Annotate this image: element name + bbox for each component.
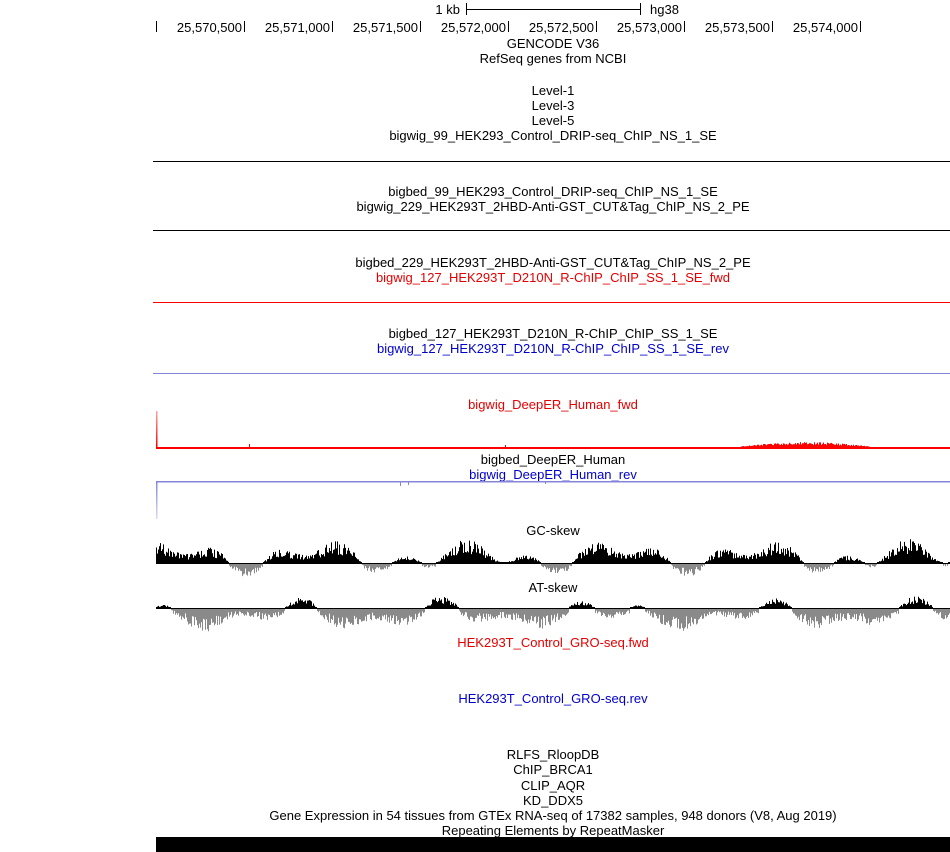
level1-track-label[interactable]: Level-1: [531, 83, 575, 98]
deeper-rev-signal-tick: [545, 482, 546, 484]
deeper-rev-signal-spike: [156, 481, 158, 519]
repeatmasker-track-label[interactable]: Repeating Elements by RepeatMasker: [441, 823, 665, 838]
ruler-tick-label: 25,571,500: [352, 20, 418, 35]
ruler-tick-mark: [772, 21, 773, 32]
ruler-tick-label: 25,574,000: [792, 20, 858, 35]
refseq-track-label[interactable]: RefSeq genes from NCBI: [479, 51, 627, 66]
gtex-track-label[interactable]: Gene Expression in 54 tissues from GTEx …: [269, 808, 837, 823]
deeper-rev-signal-baseline[interactable]: [156, 481, 950, 483]
gro-seq-fwd-track-label[interactable]: HEK293T_Control_GRO-seq.fwd: [457, 635, 649, 650]
ruler-tick-mark: [420, 21, 421, 32]
ruler-tick-mark: [156, 21, 157, 32]
at-skew-positive-signal[interactable]: [156, 596, 933, 608]
deeper-fwd-signal-baseline[interactable]: [156, 447, 950, 449]
ruler-tick-mark: [244, 21, 245, 32]
bigwig127-rev-baseline[interactable]: [153, 373, 950, 374]
level3-track-label[interactable]: Level-3: [531, 98, 575, 113]
gc-skew-axis: [156, 563, 950, 564]
gc-skew-track-label[interactable]: GC-skew: [526, 523, 580, 538]
deeper-fwd-signal-spike: [156, 411, 158, 447]
at-skew-track-label[interactable]: AT-skew: [528, 580, 578, 595]
bigwig229-baseline[interactable]: [153, 230, 950, 231]
at-skew-axis: [156, 608, 950, 609]
deeper-rev-signal-tick: [408, 482, 409, 485]
scale-bar-bracket: [466, 3, 641, 15]
deeper-fwd-signal-tick: [505, 445, 506, 447]
gc-skew-negative-signal[interactable]: [229, 563, 948, 577]
kd-ddx5-track-label[interactable]: KD_DDX5: [523, 793, 583, 808]
rlfs-track-label[interactable]: RLFS_RloopDB: [506, 747, 600, 762]
ruler-tick-mark: [684, 21, 685, 32]
ruler-tick-label: 25,571,000: [264, 20, 330, 35]
bigbed99-track-label[interactable]: bigbed_99_HEK293_Control_DRIP-seq_ChIP_N…: [388, 184, 718, 199]
bigwig127-fwd-track-label[interactable]: bigwig_127_HEK293T_D210N_R-ChIP_ChIP_SS_…: [375, 270, 731, 285]
clip-aqr-track-label[interactable]: CLIP_AQR: [520, 778, 586, 793]
bigbed229-track-label[interactable]: bigbed_229_HEK293T_2HBD-Anti-GST_CUT&Tag…: [355, 255, 751, 270]
bigwig127-rev-track-label[interactable]: bigwig_127_HEK293T_D210N_R-ChIP_ChIP_SS_…: [377, 341, 729, 356]
level5-track-label[interactable]: Level-5: [531, 113, 575, 128]
deeper-fwd-track-label[interactable]: bigwig_DeepER_Human_fwd: [468, 397, 638, 412]
deeper-rev-track-label[interactable]: bigwig_DeepER_Human_rev: [469, 467, 637, 482]
ruler-tick-label: 25,573,000: [616, 20, 682, 35]
ruler-tick-label: 25,572,500: [528, 20, 594, 35]
ruler-tick-mark: [332, 21, 333, 32]
deeper-bed-track-label[interactable]: bigbed_DeepER_Human: [480, 452, 626, 467]
ruler-tick-mark: [508, 21, 509, 32]
ruler-tick-label: 25,573,500: [704, 20, 770, 35]
chip-brca1-track-label[interactable]: ChIP_BRCA1: [513, 762, 593, 777]
ruler-tick-mark: [596, 21, 597, 32]
gc-skew-positive-signal[interactable]: [156, 539, 950, 563]
ruler-tick-label: 25,570,500: [176, 20, 242, 35]
assembly-label: hg38: [650, 2, 679, 17]
bigwig99-baseline[interactable]: [153, 161, 950, 162]
bigbed127-track-label[interactable]: bigbed_127_HEK293T_D210N_R-ChIP_ChIP_SS_…: [388, 326, 718, 341]
bigwig99-track-label[interactable]: bigwig_99_HEK293_Control_DRIP-seq_ChIP_N…: [389, 128, 717, 143]
deeper-fwd-signal-tick: [249, 444, 250, 447]
gencode-track-label[interactable]: GENCODE V36: [506, 36, 600, 51]
at-skew-negative-signal[interactable]: [171, 608, 950, 632]
ruler-tick-label: 25,572,000: [440, 20, 506, 35]
bigwig127-fwd-baseline[interactable]: [153, 302, 950, 303]
bigwig229-track-label[interactable]: bigwig_229_HEK293T_2HBD-Anti-GST_CUT&Tag…: [356, 199, 750, 214]
gro-seq-rev-track-label[interactable]: HEK293T_Control_GRO-seq.rev: [458, 691, 648, 706]
scale-bar-label: 1 kb: [435, 2, 460, 17]
deeper-fwd-signal-bump: [741, 442, 870, 447]
deeper-rev-signal-tick: [400, 482, 401, 486]
ruler-tick-mark: [860, 21, 861, 32]
repeatmasker-track-bar[interactable]: [156, 837, 950, 852]
